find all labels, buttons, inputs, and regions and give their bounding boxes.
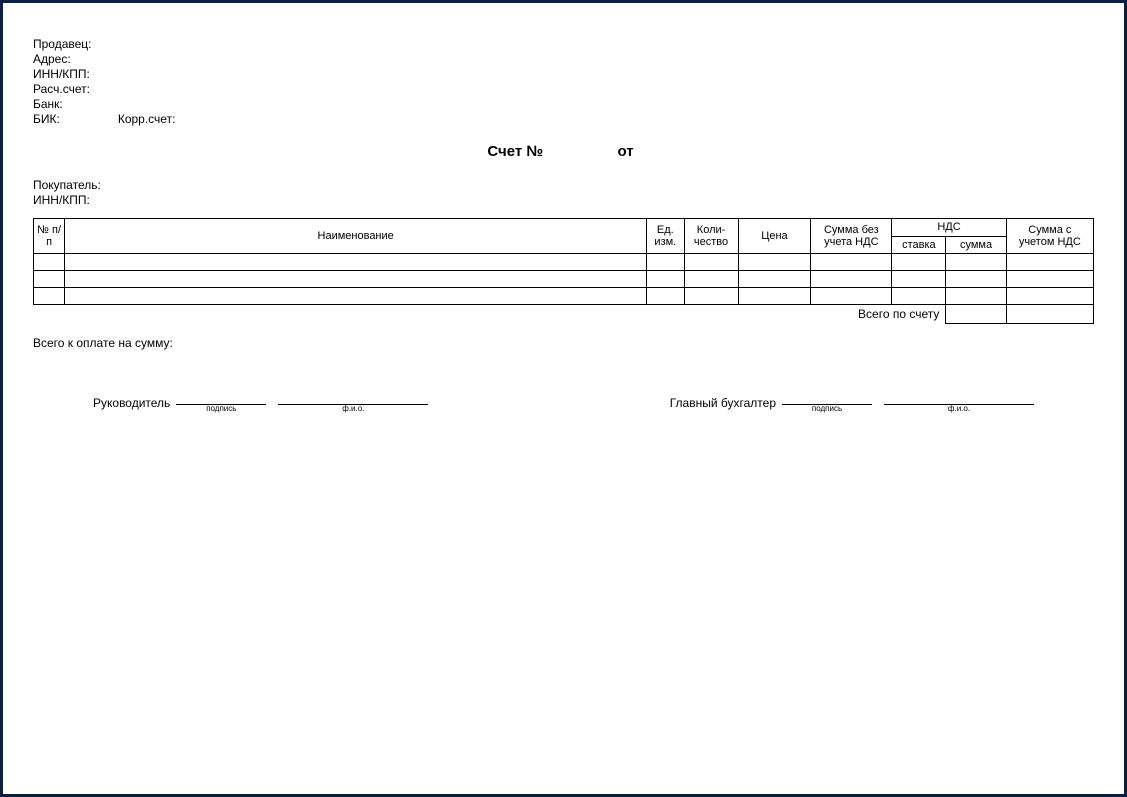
cell-subtotal bbox=[811, 271, 892, 288]
seller-bik-label: БИК: bbox=[33, 112, 60, 127]
cell-price bbox=[738, 254, 811, 271]
accountant-fio-line: ф.и.о. bbox=[884, 404, 1034, 414]
cell-subtotal bbox=[811, 288, 892, 305]
cell-total bbox=[1006, 271, 1093, 288]
cell-vat-sum bbox=[946, 288, 1006, 305]
blank-cell bbox=[34, 305, 811, 324]
cell-total bbox=[1006, 288, 1093, 305]
cell-name bbox=[65, 254, 647, 271]
cell-name bbox=[65, 271, 647, 288]
th-name: Наименование bbox=[65, 219, 647, 254]
th-qty: Коли-чество bbox=[684, 219, 738, 254]
th-vat-sum: сумма bbox=[946, 236, 1006, 254]
cell-unit bbox=[647, 254, 684, 271]
signature-area: Руководитель подпись ф.и.о. Главный бухг… bbox=[33, 392, 1094, 414]
total-sum bbox=[1006, 305, 1093, 324]
total-vat-sum bbox=[946, 305, 1006, 324]
buyer-block: Покупатель: ИНН/КПП: bbox=[33, 178, 1094, 208]
document-title: Счет № от bbox=[33, 143, 1094, 160]
seller-block: Продавец: Адрес: ИНН/КПП: Расч.счет: Бан… bbox=[33, 37, 1094, 127]
cell-unit bbox=[647, 271, 684, 288]
accountant-signature-group: Главный бухгалтер подпись ф.и.о. bbox=[670, 392, 1034, 414]
cell-qty bbox=[684, 288, 738, 305]
table-row bbox=[34, 271, 1094, 288]
seller-korr-label: Корр.счет: bbox=[118, 112, 176, 127]
accountant-signature-line: подпись bbox=[782, 404, 872, 414]
seller-label: Продавец: bbox=[33, 37, 1094, 52]
accountant-label: Главный бухгалтер bbox=[670, 392, 776, 410]
cell-vat-rate bbox=[892, 271, 946, 288]
total-label: Всего по счету bbox=[811, 305, 946, 324]
th-unit: Ед. изм. bbox=[647, 219, 684, 254]
leader-label: Руководитель bbox=[93, 392, 170, 410]
table-total-row: Всего по счету bbox=[34, 305, 1094, 324]
th-total: Сумма с учетом НДС bbox=[1006, 219, 1093, 254]
cell-qty bbox=[684, 271, 738, 288]
cell-name bbox=[65, 288, 647, 305]
leader-fio-line: ф.и.о. bbox=[278, 404, 428, 414]
title-prefix: Счет № bbox=[487, 143, 543, 160]
cell-total bbox=[1006, 254, 1093, 271]
th-subtotal: Сумма без учета НДС bbox=[811, 219, 892, 254]
cell-vat-rate bbox=[892, 254, 946, 271]
cell-num bbox=[34, 254, 65, 271]
title-from: от bbox=[617, 143, 633, 160]
buyer-label: Покупатель: bbox=[33, 178, 1094, 193]
seller-account-label: Расч.счет: bbox=[33, 82, 1094, 97]
th-vat-group: НДС bbox=[892, 219, 1006, 237]
cell-vat-sum bbox=[946, 254, 1006, 271]
cell-vat-rate bbox=[892, 288, 946, 305]
cell-qty bbox=[684, 254, 738, 271]
buyer-inn-kpp-label: ИНН/КПП: bbox=[33, 193, 1094, 208]
cell-unit bbox=[647, 288, 684, 305]
cell-price bbox=[738, 288, 811, 305]
table-body: Всего по счету bbox=[34, 254, 1094, 324]
table-row bbox=[34, 254, 1094, 271]
table-row bbox=[34, 288, 1094, 305]
seller-bank-label: Банк: bbox=[33, 97, 1094, 112]
cell-num bbox=[34, 288, 65, 305]
seller-address-label: Адрес: bbox=[33, 52, 1094, 67]
invoice-table: № п/п Наименование Ед. изм. Коли-чество … bbox=[33, 218, 1094, 324]
th-vat-rate: ставка bbox=[892, 236, 946, 254]
th-price: Цена bbox=[738, 219, 811, 254]
cell-subtotal bbox=[811, 254, 892, 271]
leader-signature-line: подпись bbox=[176, 404, 266, 414]
cell-vat-sum bbox=[946, 271, 1006, 288]
cell-num bbox=[34, 271, 65, 288]
seller-bik-row: БИК: Корр.счет: bbox=[33, 112, 1094, 127]
invoice-page: Продавец: Адрес: ИНН/КПП: Расч.счет: Бан… bbox=[0, 0, 1127, 797]
th-num: № п/п bbox=[34, 219, 65, 254]
leader-signature-group: Руководитель подпись ф.и.о. bbox=[93, 392, 428, 414]
table-head: № п/п Наименование Ед. изм. Коли-чество … bbox=[34, 219, 1094, 254]
amount-in-words-label: Всего к оплате на сумму: bbox=[33, 336, 1094, 350]
cell-price bbox=[738, 271, 811, 288]
seller-inn-kpp-label: ИНН/КПП: bbox=[33, 67, 1094, 82]
